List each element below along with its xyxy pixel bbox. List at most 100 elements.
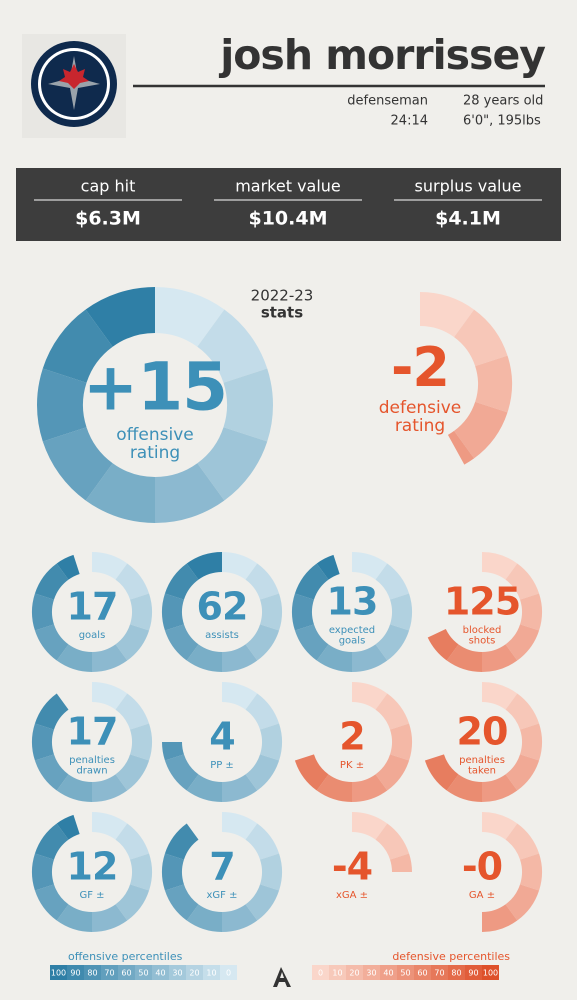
ring-segment — [162, 742, 184, 761]
season-year: 2022-23 — [251, 287, 314, 305]
ring-segment — [505, 884, 540, 921]
ring-segment — [427, 629, 459, 661]
legend-tick: 10 — [332, 969, 342, 978]
ring-segment — [482, 774, 518, 802]
season-label: stats — [261, 304, 303, 322]
ring-segment — [130, 853, 152, 891]
ring-segment — [130, 593, 152, 631]
legend-tick: 50 — [138, 969, 148, 978]
ring-segment — [352, 774, 388, 802]
ring-segment — [245, 754, 280, 791]
ring-segment — [375, 624, 410, 661]
stat-value: -4 — [332, 844, 372, 888]
ring-segment — [162, 853, 184, 891]
stat-value: -0 — [462, 844, 502, 888]
stat-label: penalties — [459, 755, 505, 766]
legend-cell — [414, 965, 431, 980]
ring-segment — [260, 853, 283, 891]
ring-segment — [446, 644, 482, 672]
stat-value: 17 — [67, 709, 118, 753]
ring-segment — [294, 624, 329, 661]
ring-segment — [505, 563, 540, 600]
ring-segment — [31, 593, 54, 631]
ring-segment — [32, 723, 54, 761]
ring-segment — [155, 463, 225, 523]
ring-segment — [92, 644, 128, 672]
stat-label: GF ± — [79, 890, 104, 901]
legend-tick: 70 — [104, 969, 114, 978]
stat-value: +15 — [83, 348, 227, 425]
legend-cell — [67, 965, 84, 980]
ring-segment — [222, 774, 258, 802]
legend-tick: 90 — [70, 969, 80, 978]
ring-segment — [520, 593, 542, 631]
ring-segment — [482, 812, 518, 840]
ring-segment — [130, 723, 152, 761]
legend-tick: 30 — [366, 969, 376, 978]
ring-segment — [352, 644, 388, 672]
stat-label: PP ± — [210, 760, 234, 771]
stat-label: rating — [395, 416, 445, 436]
contract-label: surplus value — [415, 177, 522, 196]
ring-segment — [92, 812, 128, 840]
ring-segment — [260, 723, 283, 761]
legend-tick: 60 — [417, 969, 427, 978]
ring-segment — [197, 427, 268, 501]
stat-value: -2 — [391, 336, 449, 399]
ring-segment — [482, 644, 518, 672]
ring-segment — [352, 681, 388, 710]
legend-cell — [220, 965, 237, 980]
legend-cell — [346, 965, 363, 980]
ring-segment — [42, 309, 113, 383]
ring-segment — [115, 823, 150, 860]
legend-cell — [84, 965, 101, 980]
stat-label: drawn — [76, 766, 107, 777]
ring-segment — [505, 754, 540, 791]
ring-segment — [34, 563, 69, 600]
ring-segment — [115, 884, 150, 921]
ring-segment — [164, 884, 199, 921]
legend-cell — [169, 965, 186, 980]
ring-segment — [390, 723, 412, 761]
legend-cell — [329, 965, 346, 980]
legend-cell — [482, 965, 499, 980]
stat-value: 17 — [67, 584, 118, 628]
ring-segment — [115, 563, 150, 600]
ring-segment — [482, 682, 518, 710]
ring-segment — [375, 693, 410, 730]
legend-cell — [203, 965, 220, 980]
legend-tick: 80 — [87, 969, 97, 978]
ring-segment — [222, 812, 258, 840]
legend-tick: 20 — [189, 969, 199, 978]
stat-label: assists — [205, 630, 239, 641]
ring-segment — [32, 853, 54, 891]
legend-cell — [50, 965, 67, 980]
ring-segment — [375, 754, 410, 791]
stat-label: shots — [469, 636, 496, 647]
ring-segment — [115, 624, 150, 661]
ring-segment — [520, 853, 542, 891]
publisher-logo — [273, 967, 291, 987]
legend-cell — [431, 965, 448, 980]
ring-segment — [85, 287, 155, 347]
ring-segment — [222, 644, 258, 672]
ring-segment — [446, 774, 482, 802]
stat-value: 2 — [339, 714, 364, 758]
legend-cell — [380, 965, 397, 980]
legend-tick: 100 — [51, 969, 66, 978]
ring-segment — [482, 552, 518, 580]
ring-segment — [92, 774, 128, 802]
ring-segment — [164, 624, 199, 661]
ring-segment — [197, 309, 268, 383]
ring-segment — [164, 754, 199, 791]
ring-segment — [245, 823, 280, 860]
ring-segment — [222, 682, 258, 710]
ring-segment — [186, 774, 222, 802]
ring-segment — [505, 693, 540, 730]
ring-segment — [245, 693, 280, 730]
legend-cell — [101, 965, 118, 980]
ring-segment — [162, 593, 184, 631]
ring-segment — [34, 693, 69, 730]
